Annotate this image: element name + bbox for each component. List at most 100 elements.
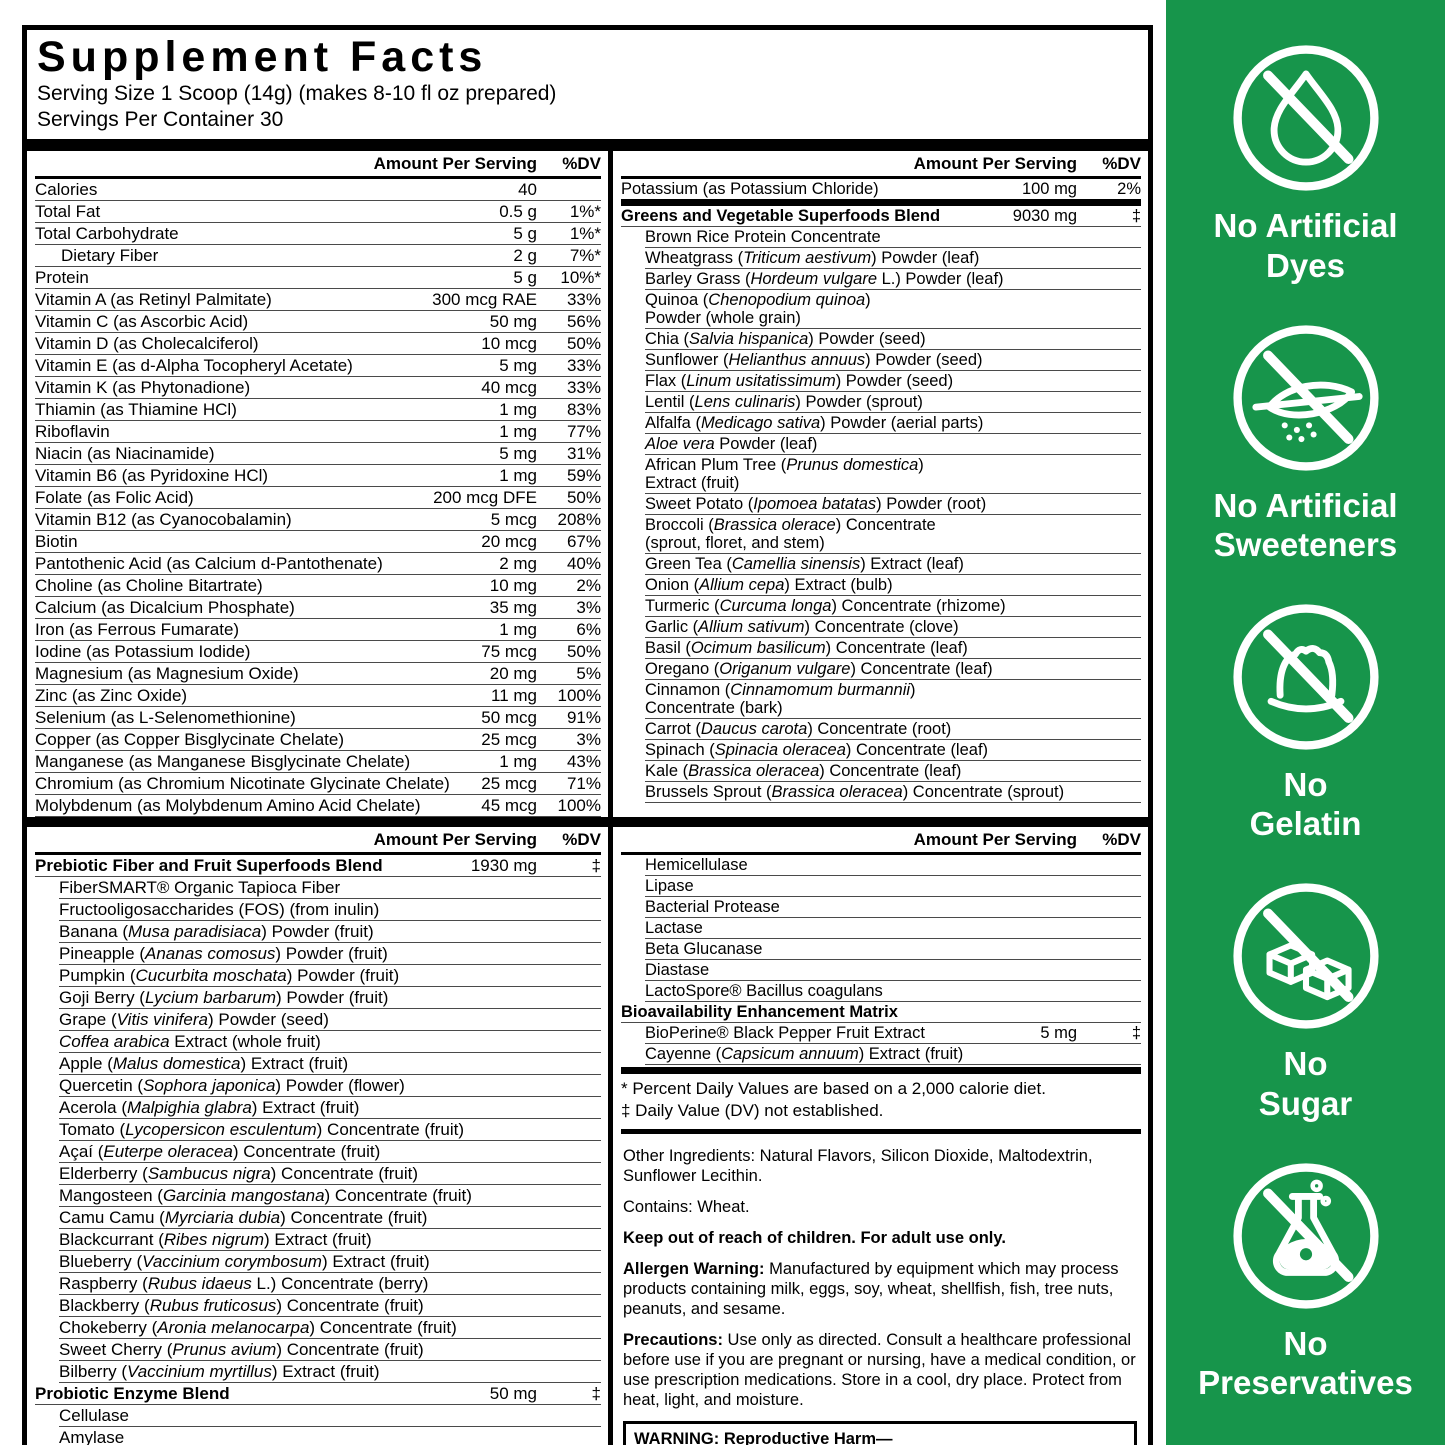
table-row: Riboflavin 1 mg 77% bbox=[35, 421, 601, 443]
table-row: Banana (Musa paradisiaca) Powder (fruit) bbox=[59, 921, 601, 943]
row-amount: 1 mg bbox=[499, 619, 537, 639]
row-label: Folate (as Folic Acid) bbox=[35, 487, 194, 507]
table-row: Barley Grass (Hordeum vulgare L.) Powder… bbox=[645, 269, 1141, 290]
row-label: Amylase bbox=[59, 1427, 125, 1445]
row-amount: 20 mg bbox=[489, 663, 537, 683]
row-label: Carrot (Daucus carota) Concentrate (root… bbox=[645, 719, 952, 738]
row-amount: 5 mg bbox=[499, 443, 537, 463]
row-label: Vitamin A (as Retinyl Palmitate) bbox=[35, 289, 272, 309]
row-amount: 1 mg bbox=[499, 751, 537, 771]
row-dv: 1%* bbox=[569, 201, 601, 221]
section1-right-column: Amount Per Serving %DV Potassium (as Pot… bbox=[613, 151, 1148, 817]
row-label: Vitamin B12 (as Cyanocobalamin) bbox=[35, 509, 292, 529]
table-row: Choline (as Choline Bitartrate) 10 mg 2% bbox=[35, 575, 601, 597]
table-row: FiberSMART® Organic Tapioca Fiber bbox=[59, 877, 601, 899]
table-row: Apple (Malus domestica) Extract (fruit) bbox=[59, 1053, 601, 1075]
table-row: African Plum Tree (Prunus domestica) Extr… bbox=[645, 455, 1141, 494]
row-label: Molybdenum (as Molybdenum Amino Acid Che… bbox=[35, 795, 421, 815]
row-dv: 33% bbox=[566, 377, 601, 397]
row-amount: 5 mcg bbox=[490, 509, 537, 529]
row-label: Banana (Musa paradisiaca) Powder (fruit) bbox=[59, 921, 374, 941]
table-row: Kale (Brassica oleracea) Concentrate (le… bbox=[645, 761, 1141, 782]
row-dv: 71% bbox=[566, 773, 601, 793]
no-preservatives-icon bbox=[1232, 1163, 1379, 1309]
table-row: Vitamin A (as Retinyl Palmitate) 300 mcg… bbox=[35, 289, 601, 311]
row-label: Aloe vera Powder (leaf) bbox=[645, 434, 818, 453]
row-amount: 1930 mg bbox=[470, 855, 537, 875]
row-dv: 91% bbox=[566, 707, 601, 727]
table-row: Blackberry (Rubus fruticosus) Concentrat… bbox=[59, 1295, 601, 1317]
table-row: Bioavailability Enhancement Matrix bbox=[621, 1002, 1141, 1023]
amount-per-serving-header: Amount Per Serving bbox=[373, 829, 537, 849]
row-dv: 3% bbox=[576, 597, 601, 617]
keep-out-statement: Keep out of reach of children. For adult… bbox=[623, 1228, 1006, 1247]
row-dv: 33% bbox=[566, 355, 601, 375]
row-dv: 5% bbox=[576, 663, 601, 683]
dv-header: %DV bbox=[1102, 829, 1141, 849]
row-label: Chokeberry (Aronia melanocarpa) Concentr… bbox=[59, 1317, 457, 1337]
row-amount: 40 bbox=[518, 179, 537, 199]
table-row: BioPerine® Black Pepper Fruit Extract 5 … bbox=[645, 1023, 1141, 1044]
servings-per-container: Servings Per Container 30 bbox=[37, 107, 284, 131]
row-label: Blueberry (Vaccinium corymbosum) Extract… bbox=[59, 1251, 430, 1271]
row-label: Basil (Ocimum basilicum) Concentrate (le… bbox=[645, 638, 968, 657]
allergen-warning-text: Manufactured by equipment which may proc… bbox=[623, 1259, 1119, 1318]
supplement-facts-title: Supplement Facts bbox=[37, 33, 488, 81]
row-label: Spinach (Spinacia oleracea) Concentrate … bbox=[645, 740, 989, 759]
badge-label: No Preservatives bbox=[1198, 1324, 1413, 1402]
row-dv: 50% bbox=[566, 641, 601, 661]
row-label: Lactase bbox=[645, 918, 703, 937]
row-label: Grape (Vitis vinifera) Powder (seed) bbox=[59, 1009, 329, 1029]
row-label: Zinc (as Zinc Oxide) bbox=[35, 685, 188, 705]
row-label: Alfalfa (Medicago sativa) Powder (aerial… bbox=[645, 413, 984, 432]
row-label: Biotin bbox=[35, 531, 78, 551]
row-amount: 9030 mg bbox=[1012, 206, 1077, 225]
amount-per-serving-header: Amount Per Serving bbox=[373, 153, 537, 173]
prebiotic-blend-table: Prebiotic Fiber and Fruit Superfoods Ble… bbox=[35, 855, 601, 1445]
row-dv: 100% bbox=[557, 795, 601, 815]
table-row: Dietary Fiber 2 g 7%* bbox=[35, 245, 601, 267]
row-label: Brown Rice Protein Concentrate bbox=[645, 227, 881, 246]
table-row: Wheatgrass (Triticum aestivum) Powder (l… bbox=[645, 248, 1141, 269]
footnotes: * Percent Daily Values are based on a 2,… bbox=[621, 1066, 1141, 1134]
table-row: Zinc (as Zinc Oxide) 11 mg 100% bbox=[35, 685, 601, 707]
table-row: Hemicellulase bbox=[645, 855, 1141, 876]
table-row: Chia (Salvia hispanica) Powder (seed) bbox=[645, 329, 1141, 350]
row-label: Sweet Potato (Ipomoea batatas) Powder (r… bbox=[645, 494, 987, 513]
row-amount: 25 mcg bbox=[481, 773, 537, 793]
row-label: Prebiotic Fiber and Fruit Superfoods Ble… bbox=[35, 855, 383, 875]
row-amount: 2 g bbox=[513, 245, 537, 265]
badge-no-gelatin: No Gelatin bbox=[1230, 601, 1382, 844]
table-row: Manganese (as Manganese Bisglycinate Che… bbox=[35, 751, 601, 773]
table-row: Lipase bbox=[645, 876, 1141, 897]
row-label: African Plum Tree (Prunus domestica) Extr… bbox=[645, 455, 924, 492]
row-amount: 35 mg bbox=[489, 597, 537, 617]
table-row: Carrot (Daucus carota) Concentrate (root… bbox=[645, 719, 1141, 740]
row-dv: 10%* bbox=[560, 267, 601, 287]
row-label: Vitamin E (as d-Alpha Tocopheryl Acetate… bbox=[35, 355, 353, 375]
row-label: Selenium (as L-Selenomethionine) bbox=[35, 707, 296, 727]
row-amount: 10 mcg bbox=[481, 333, 537, 353]
row-label: Calcium (as Dicalcium Phosphate) bbox=[35, 597, 295, 617]
table-row: Sweet Cherry (Prunus avium) Concentrate … bbox=[59, 1339, 601, 1361]
row-dv: 7%* bbox=[569, 245, 601, 265]
row-label: Pumpkin (Cucurbita moschata) Powder (fru… bbox=[59, 965, 400, 985]
table-row: Cellulase bbox=[59, 1405, 601, 1427]
table-row: Pineapple (Ananas comosus) Powder (fruit… bbox=[59, 943, 601, 965]
dv-header: %DV bbox=[562, 829, 601, 849]
other-ingredients: Other Ingredients: Natural Flavors, Sili… bbox=[623, 1146, 1093, 1185]
row-amount: 0.5 g bbox=[499, 201, 537, 221]
column-header: Amount Per Serving %DV bbox=[35, 151, 601, 179]
row-label: Iodine (as Potassium Iodide) bbox=[35, 641, 251, 661]
table-row: Vitamin C (as Ascorbic Acid) 50 mg 56% bbox=[35, 311, 601, 333]
row-amount: 200 mcg DFE bbox=[433, 487, 537, 507]
row-label: Magnesium (as Magnesium Oxide) bbox=[35, 663, 299, 683]
table-row: Folate (as Folic Acid) 200 mcg DFE 50% bbox=[35, 487, 601, 509]
row-label: Garlic (Allium sativum) Concentrate (clo… bbox=[645, 617, 959, 636]
row-dv: 40% bbox=[566, 553, 601, 573]
greens-blend-table: Potassium (as Potassium Chloride) 100 mg… bbox=[621, 179, 1141, 803]
row-label: Blackberry (Rubus fruticosus) Concentrat… bbox=[59, 1295, 424, 1315]
no-artificial-sweeteners-icon bbox=[1232, 324, 1379, 471]
no-gelatin-icon bbox=[1232, 604, 1379, 750]
